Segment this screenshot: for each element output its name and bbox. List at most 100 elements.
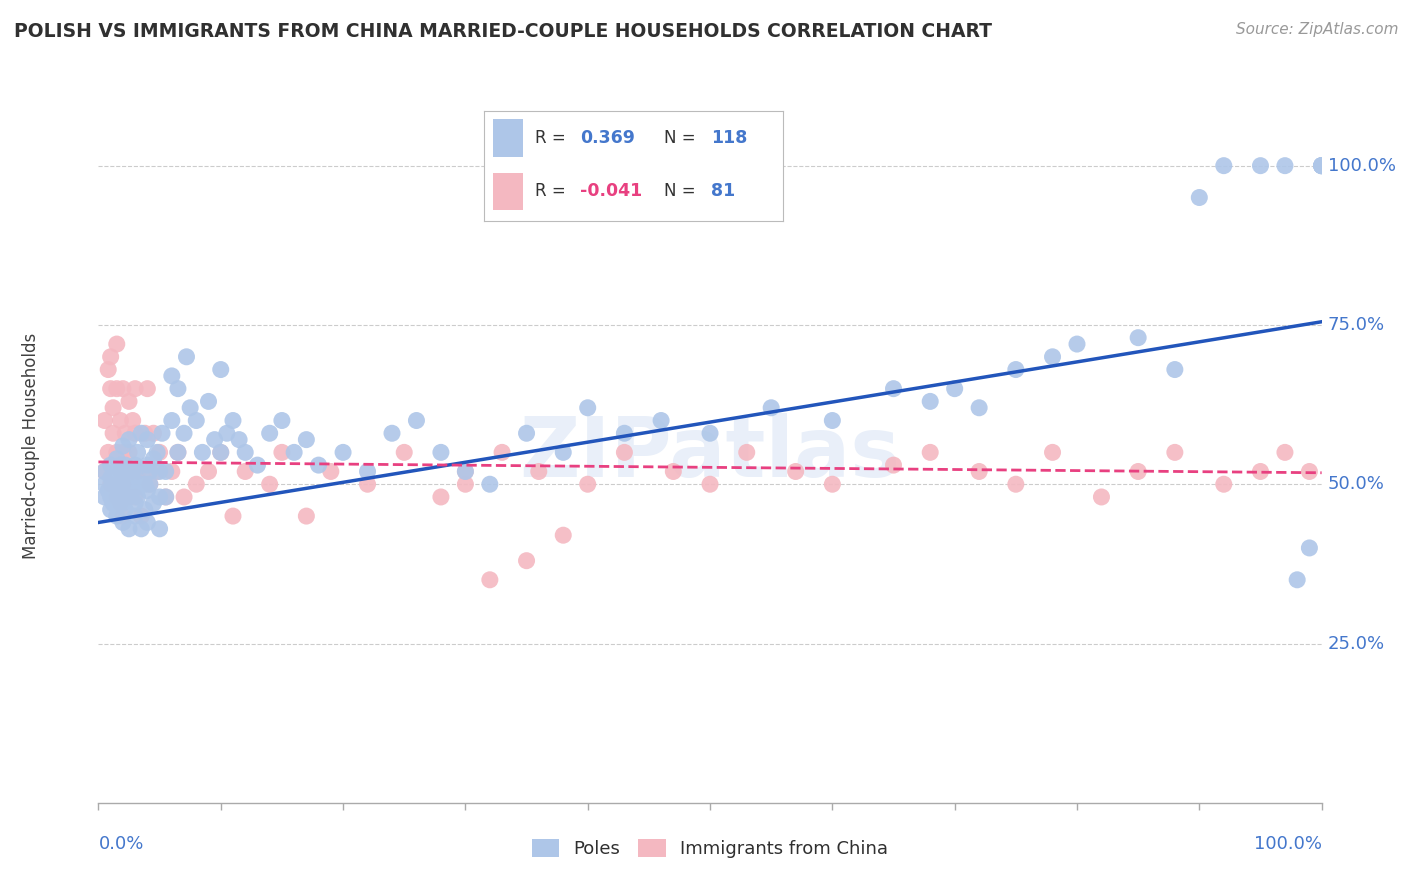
Point (1298, 541, 1320, 555)
Point (100, 471, 122, 485)
Point (920, 445, 942, 459)
Point (1310, 159, 1333, 173)
Point (155, 490, 177, 504)
Point (124, 496, 146, 510)
Point (295, 509, 318, 524)
Point (142, 451, 165, 466)
Point (943, 382, 966, 396)
Point (114, 465, 136, 479)
Point (124, 458, 146, 472)
Point (118, 522, 141, 536)
Point (111, 445, 134, 459)
Point (883, 382, 905, 396)
Point (93, 465, 115, 479)
Point (332, 445, 354, 459)
Point (1249, 159, 1271, 173)
Point (110, 458, 132, 472)
Point (381, 426, 404, 441)
Point (515, 554, 537, 568)
Point (821, 413, 844, 427)
Point (127, 445, 149, 459)
Point (97, 445, 120, 459)
Point (101, 477, 124, 491)
Point (405, 413, 427, 427)
Point (167, 445, 190, 459)
Point (111, 465, 134, 479)
Point (105, 445, 128, 459)
Point (179, 401, 201, 415)
Point (209, 362, 232, 376)
Point (478, 573, 501, 587)
Point (111, 509, 134, 524)
Text: 75.0%: 75.0% (1327, 316, 1385, 334)
Point (121, 483, 143, 498)
Point (1128, 465, 1150, 479)
Point (283, 445, 305, 459)
Point (114, 471, 136, 485)
Point (1274, 159, 1296, 173)
Text: ZIPatlas: ZIPatlas (520, 413, 900, 493)
Point (100, 502, 122, 516)
Point (149, 465, 172, 479)
Point (1310, 159, 1333, 173)
Point (785, 465, 807, 479)
Point (356, 477, 378, 491)
Point (105, 382, 128, 396)
Point (142, 426, 165, 441)
Point (146, 445, 169, 459)
Point (228, 433, 250, 447)
Point (1249, 465, 1271, 479)
Point (146, 465, 169, 479)
Point (527, 465, 550, 479)
Point (134, 426, 156, 441)
Point (1164, 362, 1187, 376)
Point (139, 477, 162, 491)
Point (105, 465, 128, 479)
Text: 25.0%: 25.0% (1327, 634, 1385, 653)
Point (114, 502, 136, 516)
Point (613, 445, 636, 459)
Point (136, 465, 159, 479)
Point (319, 465, 342, 479)
Point (134, 502, 156, 516)
Point (93, 477, 115, 491)
Point (1004, 477, 1026, 491)
Point (699, 426, 721, 441)
Point (186, 477, 208, 491)
Point (118, 477, 141, 491)
Point (142, 496, 165, 510)
Point (1212, 477, 1234, 491)
Point (197, 465, 219, 479)
Point (197, 394, 219, 409)
Point (1310, 159, 1333, 173)
Point (105, 451, 128, 466)
Point (209, 445, 232, 459)
Point (209, 445, 232, 459)
Point (259, 426, 281, 441)
Point (105, 477, 128, 491)
Point (1298, 465, 1320, 479)
Point (173, 426, 195, 441)
Point (259, 477, 281, 491)
Point (124, 465, 146, 479)
Point (1310, 159, 1333, 173)
Point (111, 496, 134, 510)
Point (110, 490, 132, 504)
Point (160, 413, 183, 427)
Point (97, 483, 120, 498)
Point (118, 445, 141, 459)
Point (1286, 573, 1309, 587)
Point (454, 465, 477, 479)
Point (118, 433, 141, 447)
Point (576, 401, 599, 415)
Point (430, 445, 453, 459)
Point (136, 483, 159, 498)
Point (1310, 159, 1333, 173)
Point (160, 368, 183, 383)
Point (110, 471, 132, 485)
Point (134, 477, 156, 491)
Point (149, 445, 172, 459)
Point (111, 516, 134, 530)
Point (430, 490, 453, 504)
Point (118, 490, 141, 504)
